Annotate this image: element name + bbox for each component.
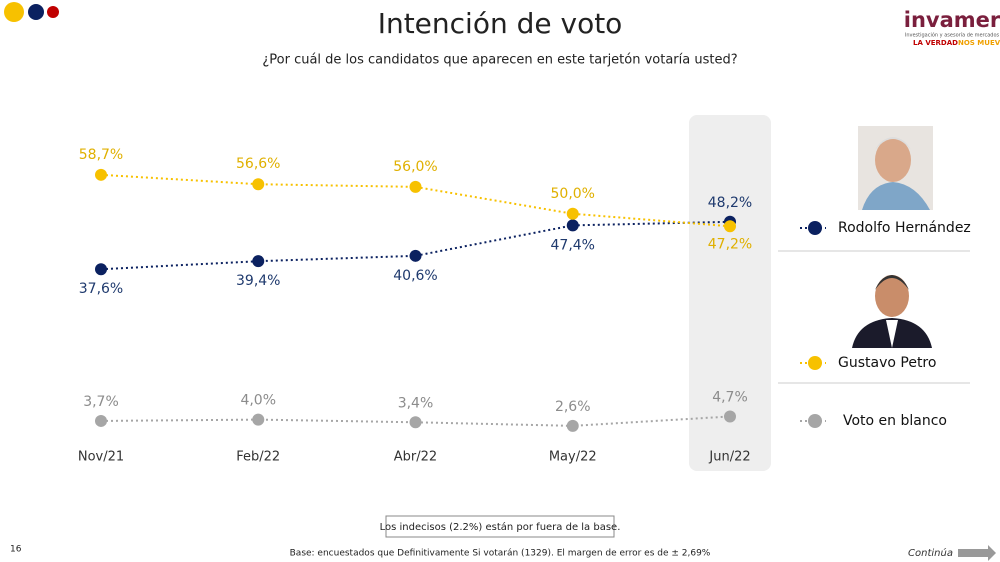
- value-label: 48,2%: [708, 195, 752, 211]
- continue-arrow: [958, 545, 996, 561]
- value-label: 50,0%: [551, 186, 595, 202]
- legend-label: Rodolfo Hernández: [838, 220, 971, 236]
- footer: Base: encuestados que Definitivamente Si…: [290, 549, 711, 559]
- data-point: [409, 180, 422, 193]
- chart-title: Intención de voto: [378, 7, 623, 40]
- series-line: [100, 173, 731, 228]
- highlight-box: [689, 115, 771, 471]
- logo-slogan: NOS MUEVE: [958, 39, 1000, 47]
- data-point: [252, 413, 265, 426]
- x-tick-label: May/22: [549, 450, 597, 465]
- data-point: [724, 410, 736, 423]
- data-point: [724, 220, 736, 233]
- photo: [858, 126, 933, 210]
- data-point: [252, 255, 265, 268]
- data-point: [95, 168, 107, 181]
- legend-marker: [808, 356, 822, 370]
- value-label: 56,6%: [236, 156, 280, 172]
- data-point: [566, 207, 579, 220]
- page-number: 16: [10, 545, 22, 555]
- value-label: 58,7%: [79, 147, 123, 163]
- logo-name: invamer: [904, 8, 1000, 32]
- legend-marker: [808, 221, 822, 235]
- data-point: [95, 414, 107, 427]
- data-point: [566, 219, 579, 232]
- chart-subtitle: ¿Por cuál de los candidatos que aparecen…: [262, 53, 737, 68]
- data-point: [409, 416, 422, 429]
- value-label: 56,0%: [393, 159, 437, 175]
- value-label: 39,4%: [236, 273, 280, 289]
- value-label: 47,4%: [551, 237, 595, 253]
- value-label: 3,4%: [398, 395, 434, 411]
- legend-marker: [808, 414, 822, 428]
- value-label: 4,7%: [712, 389, 748, 405]
- legend-label: Voto en blanco: [843, 413, 947, 429]
- value-label: 4,0%: [240, 393, 276, 409]
- x-tick-label: Feb/22: [236, 450, 280, 465]
- continue-label: Continúa: [908, 547, 953, 559]
- note: Los indecisos (2.2%) están por fuera de …: [380, 521, 621, 533]
- value-label: 2,6%: [555, 399, 591, 415]
- deco-dot: [47, 6, 59, 18]
- data-point: [566, 419, 579, 432]
- note-box: [385, 515, 615, 538]
- x-tick-label: Nov/21: [78, 450, 124, 465]
- logo-tagline: Investigación y asesoría de mercados: [905, 32, 1000, 39]
- x-tick-label: Jun/22: [708, 450, 750, 465]
- value-label: 37,6%: [79, 281, 123, 297]
- x-tick-label: Abr/22: [394, 450, 437, 465]
- logo-slogan: LA VERDAD: [913, 39, 958, 47]
- data-point: [95, 263, 107, 276]
- value-label: 40,6%: [393, 268, 437, 284]
- photo: [850, 264, 932, 348]
- deco-dot: [4, 2, 24, 22]
- data-point: [409, 249, 422, 262]
- value-label: 47,2%: [708, 236, 752, 252]
- legend-label: Gustavo Petro: [838, 355, 936, 371]
- data-point: [252, 178, 265, 191]
- value-label: 3,7%: [83, 394, 119, 410]
- deco-dot: [28, 4, 44, 20]
